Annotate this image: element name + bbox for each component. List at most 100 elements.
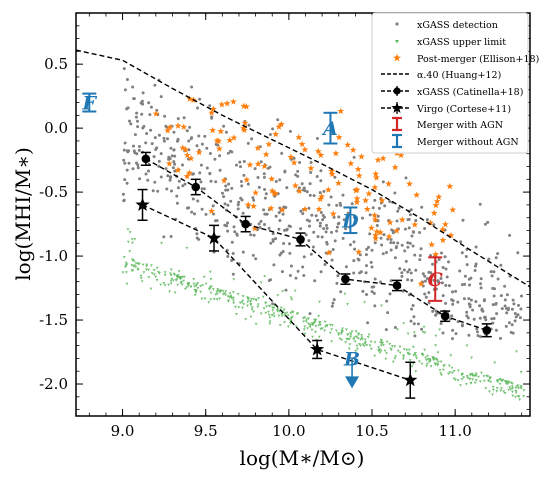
upper-limit-point bbox=[511, 385, 514, 388]
upper-limit-point bbox=[310, 328, 314, 332]
upper-limit-point bbox=[128, 250, 132, 253]
detection-point bbox=[490, 317, 494, 321]
upper-limit-point bbox=[406, 332, 410, 336]
upper-limit-point bbox=[271, 309, 275, 312]
upper-limit-point bbox=[291, 311, 295, 314]
upper-limit-point bbox=[384, 357, 388, 361]
detection-point bbox=[294, 173, 298, 177]
detection-point bbox=[218, 168, 222, 172]
upper-limit-point bbox=[421, 352, 424, 356]
upper-limit-point bbox=[500, 379, 504, 383]
post-merger-star bbox=[385, 180, 393, 187]
virgo-point bbox=[135, 197, 150, 211]
detection-point bbox=[289, 264, 293, 268]
detection-point bbox=[169, 176, 172, 180]
detection-point bbox=[164, 167, 168, 171]
post-merger-star bbox=[210, 105, 217, 113]
post-merger-star bbox=[371, 183, 379, 191]
detection-point bbox=[337, 215, 341, 219]
detection-point bbox=[478, 202, 482, 206]
post-merger-star bbox=[353, 198, 361, 206]
detection-point bbox=[272, 263, 276, 267]
upper-limit-point bbox=[498, 382, 502, 386]
detection-point bbox=[165, 187, 169, 191]
upper-limit-point bbox=[359, 344, 362, 347]
detection-point bbox=[325, 223, 328, 227]
upper-limit-point bbox=[272, 315, 276, 318]
detection-point bbox=[464, 255, 468, 258]
upper-limit-point bbox=[350, 330, 354, 333]
detection-point bbox=[396, 209, 400, 213]
detection-point bbox=[262, 172, 266, 176]
virgo-point bbox=[206, 230, 222, 245]
upper-limit-point bbox=[249, 315, 253, 319]
upper-limit-point bbox=[491, 393, 494, 397]
xgass-catinella-point bbox=[440, 311, 450, 321]
detection-point bbox=[200, 187, 204, 191]
detection-point bbox=[224, 184, 228, 188]
upper-limit-point bbox=[272, 312, 276, 316]
detection-point bbox=[208, 152, 212, 155]
detection-point bbox=[281, 250, 285, 253]
detection-point bbox=[142, 124, 146, 128]
detection-point bbox=[332, 298, 336, 302]
upper-limit-point bbox=[317, 315, 320, 318]
post-merger-star bbox=[262, 150, 270, 158]
post-merger-star bbox=[261, 162, 268, 170]
post-merger-star bbox=[208, 207, 216, 215]
upper-limit-point bbox=[511, 387, 514, 390]
detection-point bbox=[282, 242, 286, 245]
detection-point bbox=[431, 262, 435, 266]
upper-limit-point bbox=[344, 341, 347, 344]
detection-point bbox=[296, 269, 300, 273]
merger-a-label: A bbox=[321, 118, 338, 140]
upper-limit-point bbox=[423, 331, 427, 335]
post-merger-star bbox=[215, 145, 223, 152]
upper-limit-point bbox=[259, 281, 263, 284]
upper-limit-point bbox=[235, 313, 238, 316]
upper-limit-point bbox=[224, 290, 228, 293]
upper-limit-point bbox=[278, 324, 282, 327]
detection-point bbox=[199, 180, 203, 184]
upper-limit-point bbox=[357, 332, 360, 336]
upper-limit-point bbox=[268, 304, 272, 308]
detection-point bbox=[451, 302, 455, 306]
upper-limit-point bbox=[246, 298, 250, 302]
detection-point bbox=[296, 169, 300, 173]
upper-limit-point bbox=[412, 354, 416, 357]
detection-point bbox=[365, 293, 368, 296]
upper-limit-point bbox=[145, 268, 148, 272]
detection-point bbox=[176, 117, 180, 121]
upper-limit-point bbox=[228, 292, 232, 295]
detection-point bbox=[395, 219, 399, 223]
detection-point bbox=[410, 234, 414, 238]
post-merger-star bbox=[377, 228, 384, 236]
upper-limit-point bbox=[425, 364, 428, 368]
detection-point bbox=[246, 182, 250, 186]
xgass-catinella-point bbox=[392, 281, 402, 290]
detection-point bbox=[132, 97, 136, 101]
detection-point bbox=[429, 271, 433, 275]
upper-limit-point bbox=[511, 390, 514, 394]
detection-point bbox=[163, 114, 167, 118]
detection-point bbox=[195, 232, 199, 236]
detection-point bbox=[406, 270, 410, 274]
detection-point bbox=[398, 267, 402, 271]
upper-limit-point bbox=[489, 380, 493, 384]
detection-point bbox=[395, 245, 398, 249]
detection-point bbox=[132, 144, 135, 148]
detection-point bbox=[123, 178, 127, 182]
upper-limit-point bbox=[261, 295, 265, 299]
detection-point bbox=[427, 291, 431, 295]
detection-point bbox=[278, 219, 282, 222]
upper-limit-point bbox=[244, 318, 247, 321]
upper-limit-point bbox=[149, 287, 153, 291]
detection-point bbox=[413, 253, 417, 257]
upper-limit-point bbox=[317, 335, 321, 339]
upper-limit-point bbox=[254, 322, 258, 326]
detection-point bbox=[404, 176, 408, 180]
detection-point bbox=[410, 307, 414, 311]
upper-limit-point bbox=[471, 378, 474, 381]
detection-point bbox=[384, 328, 388, 332]
detection-point bbox=[252, 233, 256, 237]
